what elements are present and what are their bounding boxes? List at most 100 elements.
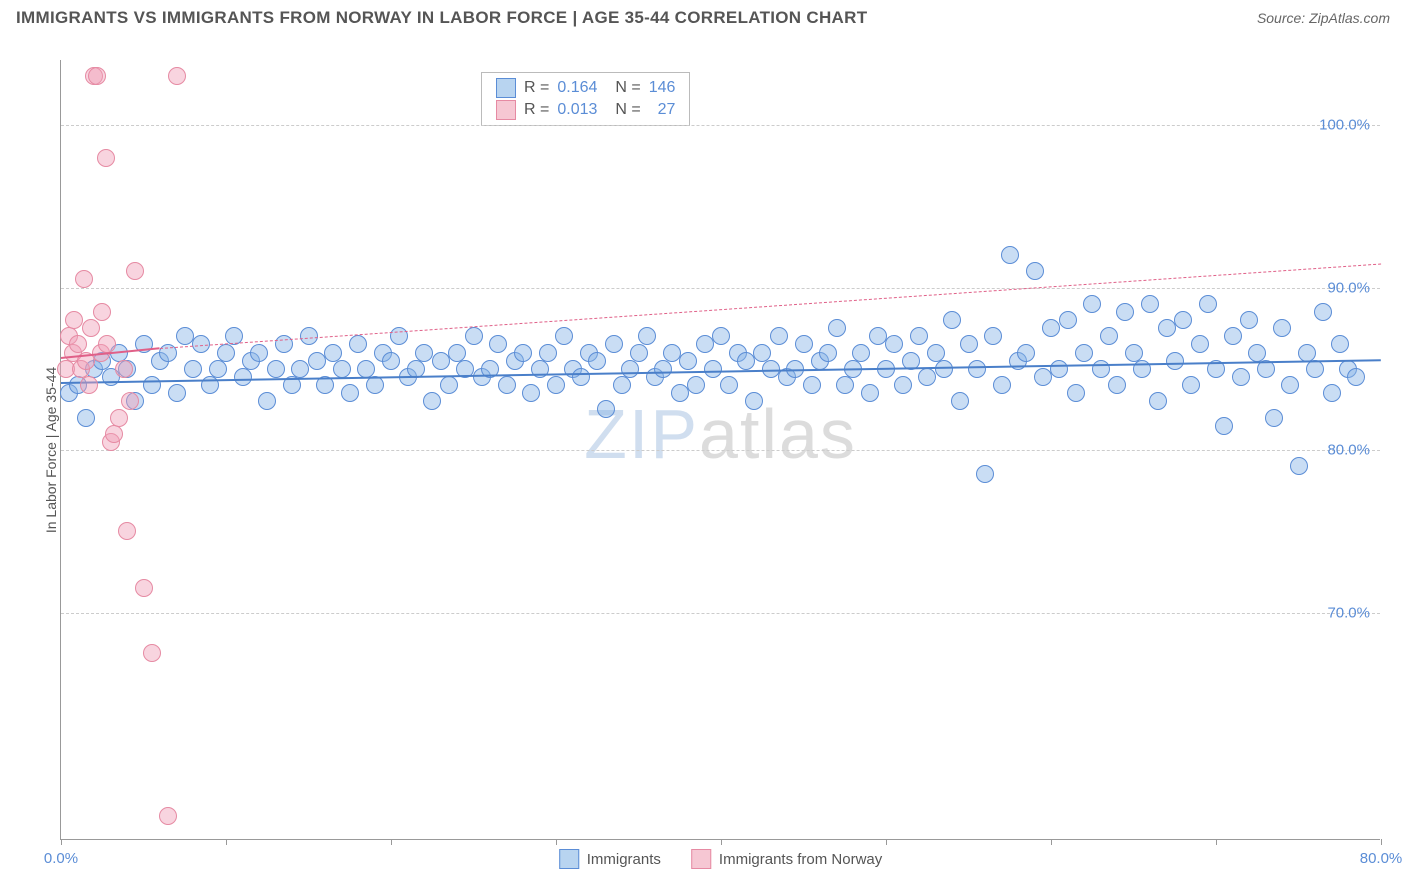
scatter-point-immigrants <box>638 327 656 345</box>
scatter-point-immigrants <box>324 344 342 362</box>
scatter-point-immigrants <box>630 344 648 362</box>
scatter-point-immigrants <box>1248 344 1266 362</box>
x-tick <box>391 839 392 845</box>
scatter-point-immigrants <box>440 376 458 394</box>
scatter-point-immigrants <box>1042 319 1060 337</box>
scatter-point-immigrants <box>1149 392 1167 410</box>
scatter-point-immigrants <box>861 384 879 402</box>
scatter-point-norway <box>118 522 136 540</box>
scatter-point-immigrants <box>745 392 763 410</box>
scatter-point-immigrants <box>1075 344 1093 362</box>
legend-n-label: N = <box>615 101 640 119</box>
legend-stat-row: R =0.013N = 27 <box>496 99 675 121</box>
scatter-point-immigrants <box>654 360 672 378</box>
scatter-point-immigrants <box>984 327 1002 345</box>
scatter-point-immigrants <box>712 327 730 345</box>
scatter-point-norway <box>159 807 177 825</box>
y-axis-label: In Labor Force | Age 35-44 <box>43 366 59 532</box>
scatter-point-immigrants <box>514 344 532 362</box>
scatter-point-norway <box>143 644 161 662</box>
scatter-point-immigrants <box>1158 319 1176 337</box>
scatter-point-immigrants <box>1265 409 1283 427</box>
gridline <box>61 125 1380 126</box>
scatter-point-immigrants <box>1141 295 1159 313</box>
scatter-point-norway <box>65 311 83 329</box>
x-tick <box>1216 839 1217 845</box>
scatter-point-norway <box>115 360 133 378</box>
scatter-point-immigrants <box>267 360 285 378</box>
scatter-point-immigrants <box>357 360 375 378</box>
scatter-point-immigrants <box>1092 360 1110 378</box>
scatter-point-immigrants <box>993 376 1011 394</box>
scatter-point-immigrants <box>770 327 788 345</box>
x-tick <box>721 839 722 845</box>
scatter-point-immigrants <box>671 384 689 402</box>
x-tick <box>556 839 557 845</box>
legend-series-item: Immigrants from Norway <box>691 849 882 869</box>
y-tick-label: 80.0% <box>1327 442 1370 459</box>
x-tick <box>61 839 62 845</box>
scatter-point-immigrants <box>943 311 961 329</box>
scatter-point-immigrants <box>168 384 186 402</box>
scatter-point-immigrants <box>1199 295 1217 313</box>
scatter-point-immigrants <box>679 352 697 370</box>
scatter-point-immigrants <box>968 360 986 378</box>
scatter-point-immigrants <box>960 335 978 353</box>
scatter-point-immigrants <box>1323 384 1341 402</box>
scatter-point-immigrants <box>209 360 227 378</box>
legend-swatch <box>691 849 711 869</box>
gridline <box>61 450 1380 451</box>
scatter-point-immigrants <box>77 409 95 427</box>
scatter-point-immigrants <box>894 376 912 394</box>
legend-stat-row: R =0.164N =146 <box>496 77 675 99</box>
gridline <box>61 613 1380 614</box>
scatter-point-immigrants <box>291 360 309 378</box>
scatter-point-immigrants <box>1240 311 1258 329</box>
chart-title: IMMIGRANTS VS IMMIGRANTS FROM NORWAY IN … <box>16 8 867 28</box>
scatter-point-immigrants <box>1059 311 1077 329</box>
scatter-point-immigrants <box>143 376 161 394</box>
scatter-point-immigrants <box>448 344 466 362</box>
scatter-point-immigrants <box>489 335 507 353</box>
x-tick <box>226 839 227 845</box>
scatter-point-norway <box>168 67 186 85</box>
scatter-point-immigrants <box>1125 344 1143 362</box>
legend-swatch <box>559 849 579 869</box>
legend-r-value: 0.164 <box>557 79 597 97</box>
scatter-point-immigrants <box>1182 376 1200 394</box>
scatter-point-immigrants <box>308 352 326 370</box>
legend-swatch <box>496 100 516 120</box>
y-tick-label: 90.0% <box>1327 279 1370 296</box>
scatter-point-immigrants <box>1034 368 1052 386</box>
legend-series-label: Immigrants <box>587 851 661 868</box>
scatter-point-immigrants <box>976 465 994 483</box>
legend-n-value: 27 <box>649 101 676 119</box>
scatter-point-norway <box>121 392 139 410</box>
scatter-point-immigrants <box>522 384 540 402</box>
y-tick-label: 70.0% <box>1327 604 1370 621</box>
scatter-point-immigrants <box>1224 327 1242 345</box>
chart-header: IMMIGRANTS VS IMMIGRANTS FROM NORWAY IN … <box>0 0 1406 32</box>
scatter-point-immigrants <box>951 392 969 410</box>
chart-container: In Labor Force | Age 35-44 ZIPatlas R =0… <box>20 40 1390 880</box>
legend-swatch <box>496 78 516 98</box>
scatter-point-immigrants <box>1116 303 1134 321</box>
scatter-point-norway <box>82 319 100 337</box>
scatter-point-immigrants <box>819 344 837 362</box>
scatter-point-immigrants <box>828 319 846 337</box>
scatter-point-immigrants <box>176 327 194 345</box>
scatter-point-immigrants <box>1215 417 1233 435</box>
scatter-point-immigrants <box>349 335 367 353</box>
scatter-point-immigrants <box>465 327 483 345</box>
scatter-point-immigrants <box>927 344 945 362</box>
scatter-point-norway <box>97 149 115 167</box>
scatter-point-immigrants <box>910 327 928 345</box>
x-tick-label: 80.0% <box>1360 850 1403 867</box>
x-tick <box>886 839 887 845</box>
scatter-point-immigrants <box>795 335 813 353</box>
x-tick-label: 0.0% <box>44 850 78 867</box>
scatter-point-norway <box>126 262 144 280</box>
scatter-point-immigrants <box>687 376 705 394</box>
scatter-point-immigrants <box>1083 295 1101 313</box>
scatter-point-norway <box>69 335 87 353</box>
